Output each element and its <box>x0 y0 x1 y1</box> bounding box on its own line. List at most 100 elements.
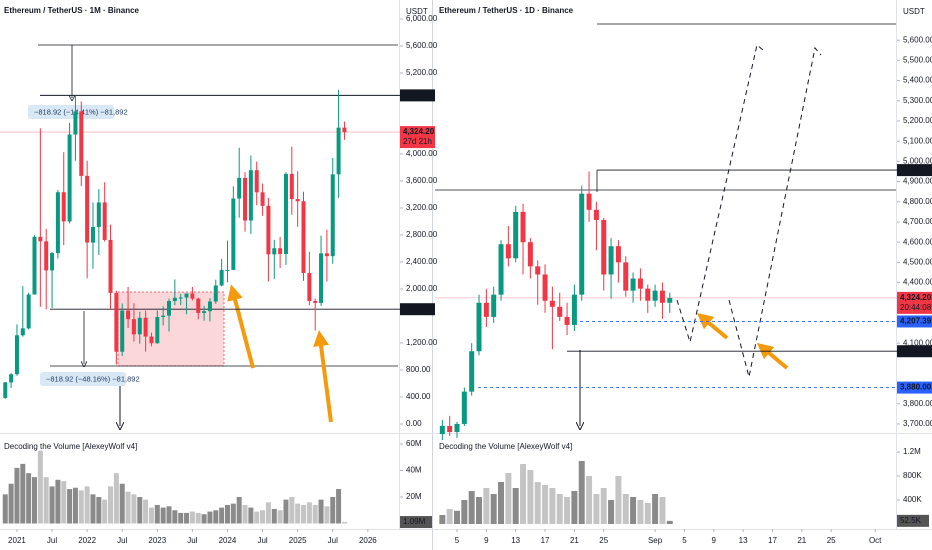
candle-body <box>254 170 259 193</box>
candle-body <box>535 266 541 275</box>
candle-body <box>542 274 548 301</box>
candle-body <box>301 201 306 273</box>
volume-bar <box>213 510 219 524</box>
candle-body <box>623 262 629 291</box>
candle-body <box>38 236 43 242</box>
volume-bar <box>178 512 184 524</box>
volume-bar <box>8 483 14 524</box>
y-tick-label: 400.00 <box>406 392 431 401</box>
candle-body <box>513 211 519 259</box>
y-tick-label: 4,000.00 <box>406 149 438 158</box>
chart-title: Ethereum / TetherUS · 1M · Binance <box>4 6 140 15</box>
current-volume-label: 52.5K <box>900 516 922 525</box>
candle-body <box>231 198 236 270</box>
candle-body <box>126 310 131 320</box>
volume-bar <box>324 506 330 524</box>
indicator-title: Decoding the Volume [AlexeyWolf v4] <box>439 442 572 451</box>
candle-body <box>652 290 658 301</box>
y-tick-label: 1.2M <box>903 447 921 456</box>
candle-body <box>491 294 497 317</box>
y-tick-label: 5,600.00 <box>903 35 932 44</box>
candle-body <box>527 242 533 267</box>
y-tick-label: 2,800.00 <box>406 230 438 239</box>
price-label-box <box>897 315 932 328</box>
candle-body <box>3 382 8 398</box>
x-tick-label: 21 <box>797 536 806 545</box>
price-label: 4,060.00 <box>900 346 932 355</box>
volume-bar <box>512 488 519 524</box>
volume-bar <box>666 520 673 524</box>
highlight-arrow <box>313 330 333 423</box>
candle-body <box>324 253 329 257</box>
candle-body <box>667 297 673 303</box>
price-label-box <box>400 126 435 149</box>
candle-body <box>102 202 107 240</box>
candle-body <box>196 298 201 313</box>
candle-body <box>447 425 453 433</box>
volume-bar <box>644 503 651 524</box>
volume-bar <box>571 491 578 524</box>
volume-bar <box>143 499 149 524</box>
volume-bar <box>295 503 301 524</box>
volume-bar <box>2 494 8 524</box>
candle-body <box>615 246 621 263</box>
volume-bar <box>189 511 195 524</box>
candle-body <box>330 174 335 257</box>
volume-bar <box>283 499 289 524</box>
y-tick-label: 4,800.00 <box>903 197 932 206</box>
candle-body <box>143 317 148 337</box>
y-tick-label: 4,100.00 <box>903 338 932 347</box>
candle-body <box>44 241 49 271</box>
volume-bar <box>659 497 666 524</box>
price-label-box <box>897 164 932 177</box>
volume-bar <box>341 522 347 524</box>
y-tick-label: 5,200.00 <box>903 116 932 125</box>
candle-body <box>469 351 475 392</box>
volume-bar <box>166 506 172 524</box>
x-tick-label: Jul <box>187 536 197 545</box>
measure-label-box <box>28 105 114 119</box>
current-volume-box <box>897 514 929 527</box>
candle-body <box>207 301 212 312</box>
candle-body <box>237 177 242 199</box>
x-tick-label: Jul <box>47 536 57 545</box>
volume-bar <box>195 512 201 524</box>
volume-bar <box>476 497 483 524</box>
axis-unit: USDT <box>406 7 428 16</box>
price-label: 4,324.20 <box>403 127 435 136</box>
x-tick-label: 2022 <box>78 536 96 545</box>
volume-bar <box>113 473 119 524</box>
candle-body <box>32 236 37 295</box>
volume-bar <box>20 463 26 524</box>
price-label: 4,956.78 <box>900 165 932 174</box>
x-tick-label: 9 <box>484 536 489 545</box>
y-tick-label: 4,500.00 <box>903 257 932 266</box>
volume-bar <box>622 494 629 524</box>
volume-bar <box>184 512 190 524</box>
volume-bar <box>67 489 73 524</box>
x-tick-label: 5 <box>682 536 687 545</box>
candle-body <box>219 269 224 286</box>
x-tick-label: Sep <box>648 536 663 545</box>
candle-body <box>55 192 60 254</box>
x-tick-label: Jul <box>117 536 127 545</box>
x-tick-label: 13 <box>739 536 748 545</box>
volume-bar <box>586 476 593 524</box>
y-tick-label: 2,400.00 <box>406 257 438 266</box>
volume-bar <box>72 487 78 524</box>
candle-body <box>14 335 19 375</box>
y-tick-label: 2,000.00 <box>406 284 438 293</box>
y-tick-label: 4,700.00 <box>903 217 932 226</box>
volume-bar <box>630 497 637 524</box>
volume-bar <box>131 494 137 524</box>
volume-bar <box>78 490 84 524</box>
y-tick-label: 5,200.00 <box>406 68 438 77</box>
volume-bar <box>301 504 307 524</box>
x-tick-label: Jul <box>257 536 267 545</box>
candle-body <box>190 293 195 299</box>
volume-bar <box>289 497 295 524</box>
volume-bar <box>271 508 277 524</box>
y-tick-label: 4,600.00 <box>903 237 932 246</box>
